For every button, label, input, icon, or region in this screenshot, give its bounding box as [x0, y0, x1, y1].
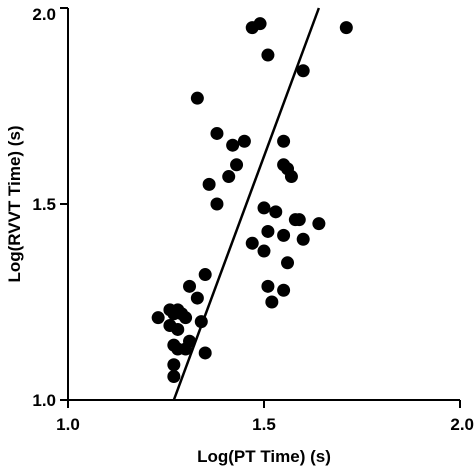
y-tick-label: 2.0: [32, 5, 56, 24]
data-point: [257, 201, 271, 215]
data-point: [183, 279, 197, 293]
x-tick-label: 1.0: [56, 415, 80, 434]
data-point: [167, 369, 181, 383]
data-point: [245, 236, 259, 250]
data-point: [312, 217, 326, 231]
x-axis-title: Log(PT Time) (s): [197, 447, 331, 466]
data-point: [198, 346, 212, 360]
data-point: [277, 283, 291, 297]
data-point: [281, 256, 295, 270]
data-point: [202, 177, 216, 191]
data-point: [210, 126, 224, 140]
data-point: [226, 138, 240, 152]
data-point: [265, 295, 279, 309]
data-point: [167, 358, 181, 372]
data-point: [210, 197, 224, 211]
data-point: [222, 170, 236, 184]
data-point: [190, 91, 204, 105]
ticks: [60, 7, 461, 408]
tick-labels: 1.0 1.5 2.0 1.0 1.5 2.0: [32, 5, 474, 434]
data-point: [269, 205, 283, 219]
data-point: [230, 158, 244, 172]
data-point: [277, 228, 291, 242]
data-point: [237, 134, 251, 148]
x-tick-label: 2.0: [450, 415, 474, 434]
data-point: [198, 268, 212, 282]
data-point: [261, 48, 275, 62]
data-point: [296, 232, 310, 246]
data-point: [277, 134, 291, 148]
data-point: [179, 342, 193, 356]
data-point: [257, 244, 271, 258]
data-point: [253, 17, 267, 31]
y-axis-title: Log(RVVT Time) (s): [5, 125, 24, 282]
regression-line: [172, 7, 321, 401]
data-point: [179, 311, 193, 325]
x-tick-label: 1.5: [252, 415, 276, 434]
data-point: [151, 311, 165, 325]
data-point: [171, 322, 185, 336]
data-point: [261, 224, 275, 238]
data-point: [339, 21, 353, 35]
data-point: [261, 279, 275, 293]
data-points: [151, 17, 353, 383]
data-point: [296, 64, 310, 78]
data-point: [194, 315, 208, 329]
data-point: [284, 170, 298, 184]
data-point: [292, 213, 306, 227]
data-point: [190, 291, 204, 305]
y-tick-label: 1.0: [32, 391, 56, 410]
y-tick-label: 1.5: [32, 195, 56, 214]
